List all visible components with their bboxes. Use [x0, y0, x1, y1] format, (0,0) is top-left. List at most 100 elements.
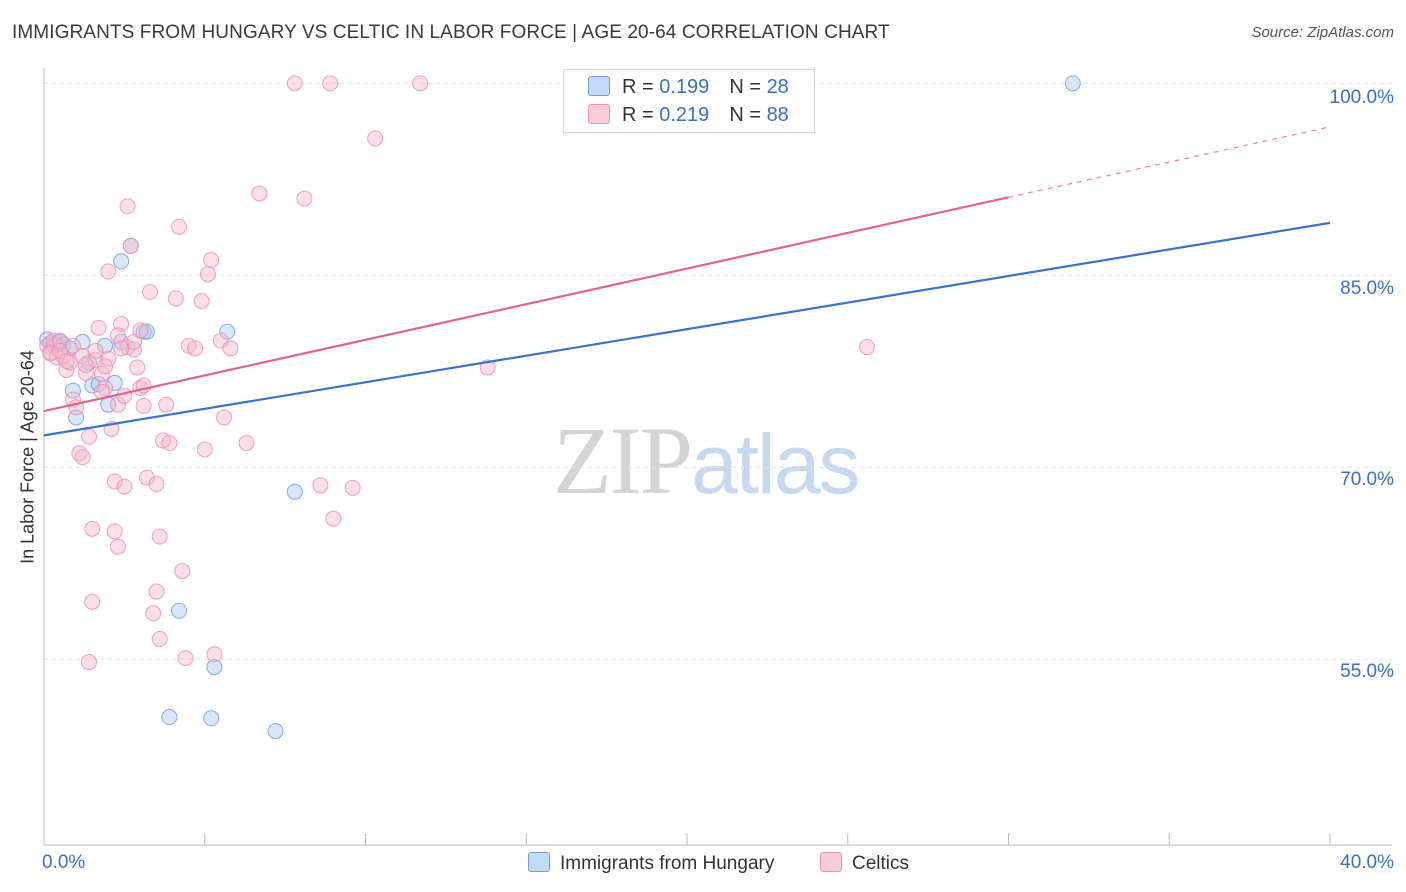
point-celtics-46 — [151, 630, 168, 647]
point-celtics-65 — [296, 190, 313, 207]
point-celtics-85 — [97, 358, 114, 375]
legend-swatch-hungary — [588, 76, 610, 96]
point-celtics-33 — [145, 605, 162, 622]
legend-row-celtics: R = 0.219 N = 88 — [588, 104, 789, 127]
trend-line-hungary — [43, 221, 1331, 437]
point-celtics-75 — [132, 322, 149, 339]
point-celtics-64 — [286, 75, 303, 92]
point-hungary-28 — [1064, 75, 1081, 92]
point-celtics-48 — [167, 290, 184, 307]
source-label: Source: ZipAtlas.com — [1251, 24, 1394, 41]
point-celtics-22 — [109, 396, 126, 413]
point-celtics-62 — [238, 435, 255, 452]
bottom-legend-label-hungary: Immigrants from Hungary — [560, 853, 775, 874]
x-tick-label-40: 40.0% — [1340, 852, 1394, 873]
point-celtics-63 — [251, 185, 268, 202]
legend-n-label-celtics: N = — [729, 104, 767, 126]
point-celtics-43 — [84, 593, 101, 610]
y-tick-label-85: 85.0% — [1340, 278, 1394, 299]
watermark-atlas: atlas — [691, 417, 860, 511]
point-celtics-19 — [100, 263, 117, 280]
x-tick-label-0: 0.0% — [42, 852, 86, 873]
point-celtics-76 — [42, 345, 59, 362]
point-celtics-51 — [177, 650, 194, 667]
point-celtics-53 — [187, 340, 204, 357]
point-celtics-71 — [412, 75, 429, 92]
legend-r-label-hungary: R = — [622, 76, 660, 98]
point-celtics-81 — [113, 340, 130, 357]
point-celtics-73 — [859, 339, 876, 356]
point-celtics-60 — [216, 409, 233, 426]
point-hungary-21 — [161, 708, 178, 725]
point-celtics-58 — [206, 646, 223, 663]
point-celtics-16 — [90, 319, 107, 336]
bottom-legend-swatch-hungary — [528, 852, 550, 872]
point-hungary-27 — [286, 483, 303, 500]
trend-line-celtics — [43, 196, 1009, 413]
point-celtics-24 — [116, 387, 133, 404]
point-celtics-54 — [193, 292, 210, 309]
point-celtics-55 — [196, 441, 213, 458]
point-celtics-70 — [367, 130, 384, 147]
point-celtics-34 — [148, 583, 165, 600]
legend-row-hungary: R = 0.199 N = 28 — [588, 76, 789, 99]
point-hungary-15 — [106, 374, 123, 391]
point-hungary-9 — [74, 333, 91, 350]
point-hungary-23 — [203, 710, 220, 727]
point-celtics-45 — [148, 476, 165, 493]
bottom-legend-celtics[interactable]: Celtics — [820, 852, 909, 875]
y-axis-title: In Labor Force | Age 20-64 — [17, 350, 38, 564]
legend-r-value-celtics: 0.219 — [659, 104, 710, 126]
y-tick-label-55: 55.0% — [1340, 661, 1394, 682]
point-celtics-31 — [138, 469, 155, 486]
legend-r-value-hungary: 0.199 — [659, 76, 710, 98]
point-celtics-50 — [174, 563, 191, 580]
point-hungary-25 — [219, 323, 236, 340]
point-hungary-16 — [113, 253, 130, 270]
point-celtics-49 — [171, 218, 188, 235]
point-hungary-24 — [206, 659, 223, 676]
trend-line-dashed-celtics — [1008, 126, 1331, 198]
point-hungary-22 — [171, 602, 188, 619]
point-hungary-7 — [64, 382, 81, 399]
point-celtics-66 — [312, 477, 329, 494]
point-celtics-41 — [106, 523, 123, 540]
point-celtics-38 — [119, 198, 136, 215]
point-celtics-13 — [81, 428, 98, 445]
point-celtics-83 — [58, 353, 75, 370]
bottom-legend-label-celtics: Celtics — [852, 853, 910, 874]
point-celtics-32 — [142, 284, 159, 301]
watermark-zip: ZIP — [553, 407, 693, 514]
point-celtics-61 — [222, 340, 239, 357]
point-celtics-87 — [109, 327, 126, 344]
point-celtics-68 — [325, 510, 342, 527]
legend-swatch-celtics — [588, 104, 610, 124]
legend-n-value-celtics: 88 — [766, 104, 789, 126]
point-celtics-42 — [81, 653, 98, 670]
point-celtics-35 — [151, 528, 168, 545]
point-hungary-11 — [84, 377, 101, 394]
y-tick-label-70: 70.0% — [1340, 469, 1394, 490]
bottom-legend-hungary[interactable]: Immigrants from Hungary — [528, 852, 774, 875]
point-celtics-25 — [119, 339, 136, 356]
point-celtics-11 — [74, 449, 91, 466]
point-celtics-15 — [87, 351, 104, 368]
point-celtics-52 — [180, 337, 197, 354]
point-celtics-67 — [322, 75, 339, 92]
point-celtics-78 — [64, 337, 81, 354]
point-celtics-39 — [116, 478, 133, 495]
point-celtics-14 — [84, 520, 101, 537]
point-celtics-28 — [129, 359, 146, 376]
point-celtics-57 — [203, 252, 220, 269]
bottom-legend-swatch-celtics — [820, 852, 842, 872]
chart-title: IMMIGRANTS FROM HUNGARY VS CELTIC IN LAB… — [12, 22, 890, 43]
y-tick-label-100: 100.0% — [1329, 87, 1394, 108]
legend-r-label-celtics: R = — [622, 104, 660, 126]
point-celtics-82 — [74, 348, 91, 365]
point-celtics-26 — [122, 237, 139, 254]
legend-n-value-hungary: 28 — [766, 76, 789, 98]
point-celtics-47 — [161, 435, 178, 452]
point-hungary-13 — [97, 337, 114, 354]
point-hungary-20 — [138, 323, 155, 340]
